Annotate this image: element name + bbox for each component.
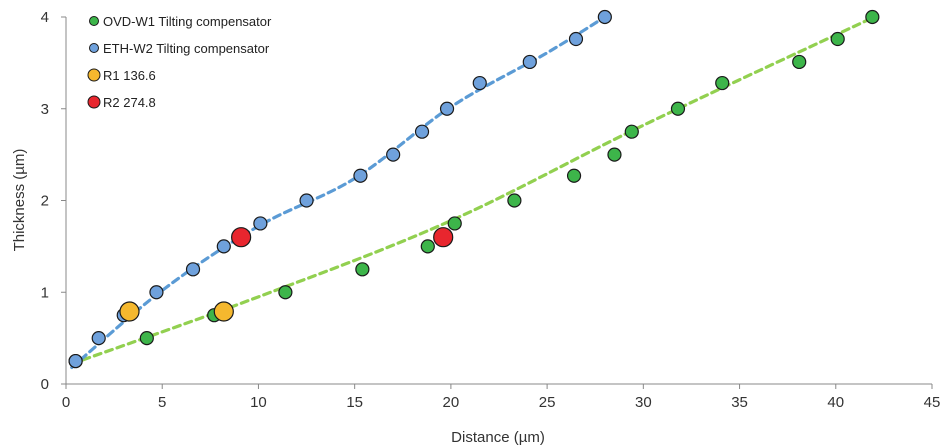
data-point-series-1	[568, 31, 584, 47]
data-point-series-0	[447, 216, 462, 231]
data-point-series-1	[522, 54, 537, 70]
data-point-series-3	[231, 227, 252, 248]
x-tick-label: 10	[250, 394, 267, 411]
y-tick-label: 4	[41, 9, 49, 26]
data-point-series-1	[149, 285, 164, 300]
data-point-series-0	[420, 239, 435, 254]
x-tick-label: 30	[635, 394, 652, 411]
x-axis-title: Distance (µm)	[451, 429, 545, 446]
data-point-series-1	[68, 353, 83, 369]
data-points	[68, 9, 880, 369]
data-point-series-1	[216, 239, 231, 254]
data-point-series-2	[213, 301, 234, 322]
data-point-series-0	[278, 285, 293, 300]
trend-line-0	[70, 15, 876, 366]
data-point-series-1	[253, 216, 268, 231]
data-point-series-0	[865, 9, 880, 25]
data-point-series-0	[670, 101, 686, 116]
data-point-series-1	[185, 262, 201, 277]
data-point-series-0	[355, 262, 370, 277]
x-tick-label: 5	[158, 394, 166, 411]
legend-label: ETH-W2 Tilting compensator	[103, 41, 270, 56]
y-tick-label: 2	[41, 193, 49, 210]
x-tick-label: 25	[539, 394, 556, 411]
legend-marker	[89, 43, 99, 53]
x-tick-label: 0	[62, 394, 70, 411]
legend-label: OVD-W1 Tilting compensator	[103, 14, 272, 29]
x-tick-label: 45	[924, 394, 941, 411]
x-tick-label: 35	[731, 394, 748, 411]
legend-marker	[87, 68, 101, 82]
trend-lines	[70, 15, 876, 370]
legend: OVD-W1 Tilting compensator ETH-W2 Tilting…	[87, 14, 272, 110]
legend-label: R2 274.8	[103, 95, 156, 110]
y-tick-label: 1	[41, 284, 49, 301]
data-point-series-1	[414, 124, 430, 139]
axes: 0 5 10 15 20 25 30 35 40 45 0 1 2 3 4	[41, 9, 941, 411]
y-tick-label: 3	[41, 101, 49, 118]
legend-marker	[87, 95, 101, 109]
data-point-series-0	[507, 193, 522, 208]
data-point-series-0	[624, 124, 639, 139]
data-point-series-2	[119, 301, 140, 322]
data-point-series-1	[299, 193, 314, 208]
data-point-series-0	[566, 168, 582, 183]
data-point-series-0	[607, 147, 622, 162]
data-point-series-1	[472, 75, 487, 91]
data-point-series-1	[91, 331, 106, 346]
data-point-series-1	[386, 147, 401, 162]
legend-label: R1 136.6	[103, 68, 156, 83]
data-point-series-0	[792, 54, 807, 70]
data-point-series-1	[353, 168, 368, 183]
y-tick-label: 0	[41, 376, 49, 393]
x-tick-label: 20	[443, 394, 460, 411]
data-point-series-1	[439, 101, 455, 116]
data-point-series-3	[433, 227, 454, 248]
x-tick-label: 15	[346, 394, 363, 411]
legend-marker	[89, 16, 99, 26]
y-axis-title: Thickness (µm)	[11, 149, 28, 252]
x-tick-label: 40	[827, 394, 844, 411]
data-point-series-0	[715, 75, 730, 91]
data-point-series-1	[597, 9, 612, 25]
data-point-series-0	[830, 31, 845, 47]
data-point-series-0	[139, 331, 154, 346]
